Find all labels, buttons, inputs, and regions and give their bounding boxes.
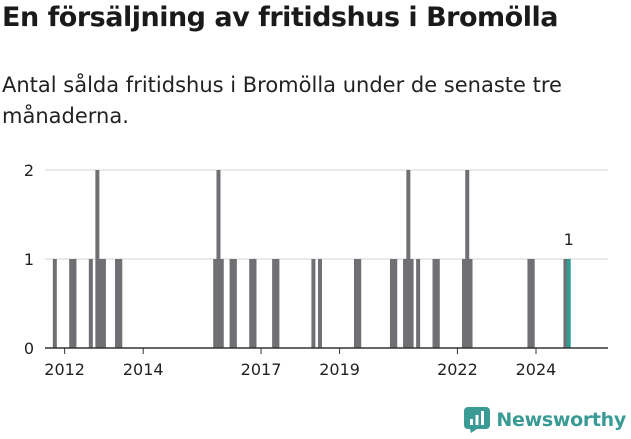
x-tick-label: 2017 [241, 360, 282, 379]
bar [465, 170, 470, 348]
y-tick-label: 1 [24, 250, 34, 269]
bar [272, 259, 277, 348]
bar [115, 259, 120, 348]
bar [72, 259, 77, 348]
bar [275, 259, 280, 348]
bar [229, 259, 234, 348]
bar [389, 259, 394, 348]
bar [353, 259, 358, 348]
bar [69, 259, 74, 348]
x-tick-label: 2014 [123, 360, 164, 379]
bar [406, 170, 411, 348]
x-tick-label: 2012 [44, 360, 85, 379]
newsworthy-logo: Newsworthy [464, 407, 626, 433]
x-tick-label: 2024 [516, 360, 557, 379]
bar [409, 259, 414, 348]
bar [311, 259, 316, 348]
bar [468, 259, 473, 348]
bar [219, 259, 224, 348]
axes: 0 1 2 1 2012 2014 2017 2019 2022 2024 [24, 161, 608, 379]
chart-title: En försäljning av fritidshus i Bromölla [2, 2, 558, 33]
bar-chart: 0 1 2 1 2012 2014 2017 2019 2022 2024 [24, 161, 608, 379]
bar [563, 259, 568, 348]
bar [416, 259, 421, 348]
x-tick-label: 2022 [437, 360, 478, 379]
bar [527, 259, 532, 348]
bar [249, 259, 254, 348]
bar [252, 259, 257, 348]
bar [118, 259, 123, 348]
chart-subtitle: Antal sålda fritidshus i Bromölla under … [2, 73, 562, 128]
bar [393, 259, 398, 348]
highlight-value-label: 1 [564, 230, 574, 249]
chart-logo-icon [464, 407, 491, 433]
bar [435, 259, 440, 348]
bar [216, 170, 221, 348]
bar [52, 259, 57, 348]
y-tick-label: 0 [24, 339, 34, 358]
bar [232, 259, 237, 348]
bar [403, 259, 408, 348]
bar [357, 259, 362, 348]
bar [101, 259, 106, 348]
brand-name: Newsworthy [496, 409, 626, 431]
bars [52, 170, 571, 348]
bar [530, 259, 535, 348]
bar [95, 170, 100, 348]
bar [432, 259, 437, 348]
bar [98, 259, 103, 348]
x-tick-label: 2019 [319, 360, 360, 379]
bar [213, 259, 218, 348]
bar [88, 259, 93, 348]
grid-lines [45, 169, 608, 260]
y-tick-label: 2 [24, 161, 34, 180]
bar [461, 259, 466, 348]
highlight-bar [566, 259, 571, 348]
bar [317, 259, 322, 348]
